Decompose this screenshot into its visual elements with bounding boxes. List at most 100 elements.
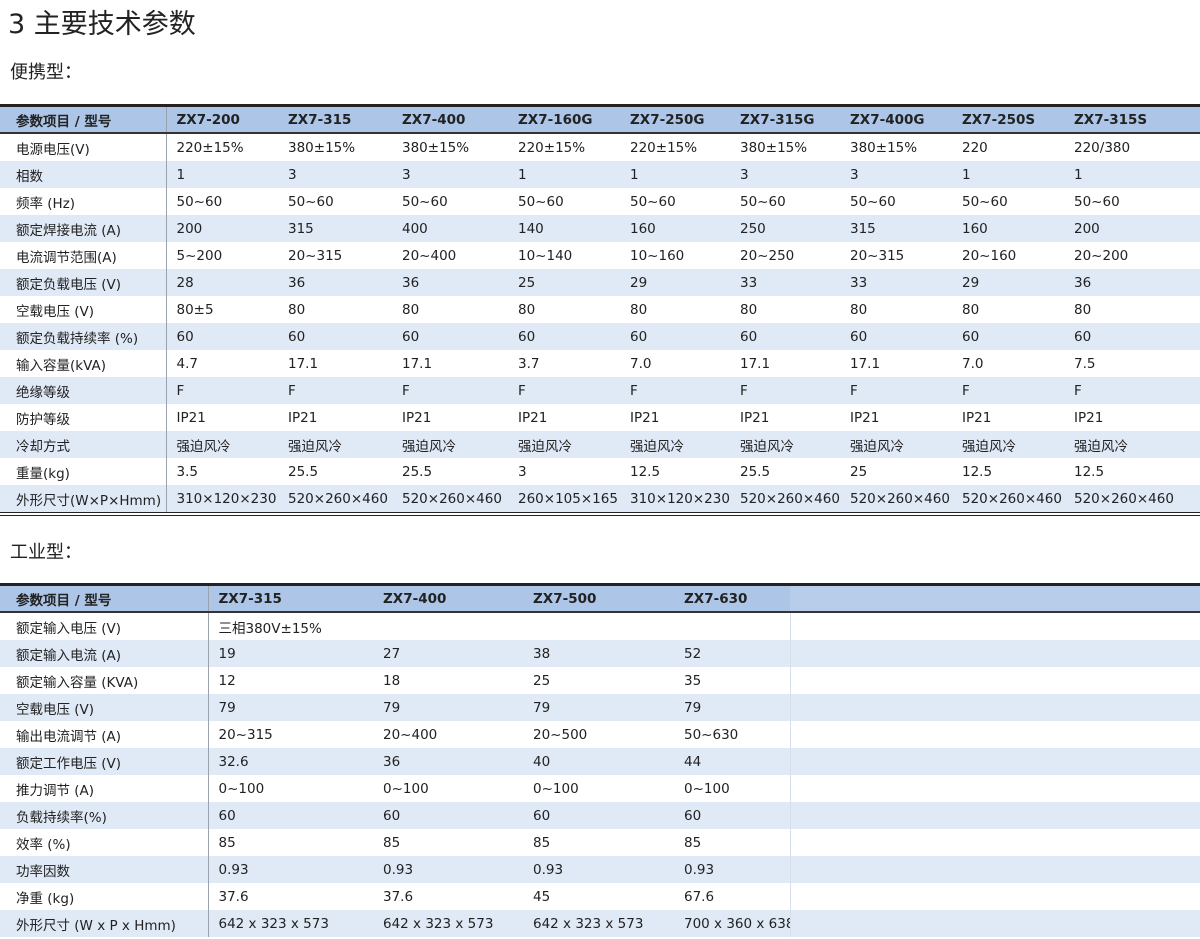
table-row: 额定输入容量 (KVA) 12 18 25 35 — [0, 667, 1200, 694]
cell-value: 33 — [730, 269, 840, 296]
cell-value: 80 — [1074, 301, 1092, 318]
cell-value: 220±15% — [518, 139, 586, 156]
table-row: 绝缘等级 F F F F F F F F F — [0, 377, 1200, 404]
table-row: 额定输入电压 (V) 三相380V±15% — [0, 612, 1200, 640]
table-row: 空载电压 (V) 79 79 79 79 — [0, 694, 1200, 721]
cell-value: 38 — [523, 640, 674, 667]
cell-value: 700 x 360 x 638 — [674, 910, 790, 937]
cell-value: 36 — [373, 748, 523, 775]
cell-value: 25.5 — [402, 463, 433, 480]
cell-value: 60 — [730, 323, 840, 350]
table-row: 重量(kg) 3.5 25.5 25.5 3 12.5 25.5 25 12.5 12.5 — [0, 458, 1200, 485]
cell-value: 25 — [850, 463, 868, 480]
cell-value: 45 — [533, 888, 551, 905]
cell-value: 1 — [1064, 161, 1200, 188]
table-row: 额定焊接电流 (A) 200 315 400 140 160 250 315 160 200 — [0, 215, 1200, 242]
cell-value: F — [508, 377, 620, 404]
cell-value: 12.5 — [962, 463, 993, 480]
table-row: 额定工作电压 (V) 32.6 36 40 44 — [0, 748, 1200, 775]
cell-value: 310×120×230 — [620, 485, 730, 514]
cell-value: 260×105×165 — [508, 485, 620, 514]
cell-value: 19 — [208, 640, 373, 667]
model-header: ZX7-250G — [620, 105, 730, 133]
table-row: 相数 1 3 3 1 1 3 3 1 1 — [0, 161, 1200, 188]
row-filler — [789, 694, 1200, 721]
cell-value: 50~60 — [962, 193, 1008, 210]
model-header: ZX7-400 — [392, 105, 508, 133]
cell-value: 520×260×460 — [952, 485, 1064, 514]
cell-value: 12.5 — [1074, 463, 1105, 480]
cell-value: F — [840, 377, 952, 404]
row-filler — [789, 721, 1200, 748]
cell-value: 60 — [952, 323, 1064, 350]
table-row: 空载电压 (V) 80±5 80 80 80 80 80 80 80 80 — [0, 296, 1200, 323]
model-header: ZX7-315 — [278, 105, 392, 133]
portable-spec-table: 参数项目 / 型号 ZX7-200 ZX7-315 ZX7-400 ZX7-160G ZX… — [0, 104, 1200, 516]
cell-value: 3 — [840, 161, 952, 188]
cell-value: 520×260×460 — [840, 485, 952, 514]
cell-value: 380±15% — [402, 139, 470, 156]
header-row: 参数项目 / 型号 ZX7-315 ZX7-400 ZX7-500 ZX7-630 — [0, 584, 1200, 612]
model-header: ZX7-315S — [1064, 105, 1200, 133]
cell-value: 380±15% — [850, 139, 918, 156]
row-filler — [789, 802, 1200, 829]
cell-value: 20~315 — [850, 247, 905, 264]
param-label: 额定输入电压 (V) — [0, 612, 209, 640]
cell-value: 520×260×460 — [392, 485, 508, 514]
table-row: 电流调节范围(A) 5~200 20~315 20~400 10~140 10~160 20… — [0, 242, 1200, 269]
cell-value: 67.6 — [684, 888, 715, 905]
cell-value: 50~60 — [402, 193, 448, 210]
param-label: 净重 (kg) — [0, 883, 209, 910]
cell-value: 20~160 — [962, 247, 1017, 264]
cell-value: 315 — [840, 215, 952, 242]
param-label: 功率因数 — [0, 856, 209, 883]
cell-value: 85 — [533, 834, 551, 851]
table-row: 推力调节 (A) 0~100 0~100 0~100 0~100 — [0, 775, 1200, 802]
cell-value: 80±5 — [176, 301, 214, 318]
cell-value: 380±15% — [740, 139, 808, 156]
cell-value: IP21 — [1074, 409, 1104, 426]
cell-value: 0~100 — [533, 780, 579, 797]
cell-value: 50~60 — [630, 193, 676, 210]
table-row: 额定负载电压 (V) 28 36 36 25 29 33 33 29 36 — [0, 269, 1200, 296]
cell-value: 315 — [278, 215, 392, 242]
param-label: 电流调节范围(A) — [0, 242, 167, 269]
cell-value: F — [620, 377, 730, 404]
cell-value: 310×120×230 — [166, 485, 278, 514]
cell-value: 50~60 — [850, 193, 896, 210]
cell-value: 0~100 — [684, 780, 730, 797]
table-row: 额定输入电流 (A) 19 27 38 52 — [0, 640, 1200, 667]
cell-value: 60 — [392, 323, 508, 350]
cell-value: 220±15% — [176, 139, 244, 156]
param-label: 额定负载电压 (V) — [0, 269, 167, 296]
cell-value: 10~140 — [518, 247, 573, 264]
cell-value: 20~400 — [402, 247, 457, 264]
cell-value: 250 — [730, 215, 840, 242]
cell-value: 642 x 323 x 573 — [373, 910, 523, 937]
model-header: ZX7-630 — [674, 584, 790, 612]
cell-value: 17.1 — [288, 355, 319, 372]
cell-value: 0~100 — [218, 780, 265, 797]
cell-value: 160 — [952, 215, 1064, 242]
industrial-heading: 工业型： — [10, 542, 82, 563]
portable-heading: 便携型： — [10, 62, 82, 83]
cell-value: 10~160 — [630, 247, 685, 264]
cell-value: 3 — [392, 161, 508, 188]
cell-value: 3.7 — [518, 355, 540, 372]
cell-value: 25.5 — [288, 463, 319, 480]
param-label: 重量(kg) — [0, 458, 167, 485]
cell-value: F — [166, 377, 278, 404]
param-label: 额定焊接电流 (A) — [0, 215, 167, 242]
model-header: ZX7-315 — [208, 584, 373, 612]
param-label: 效率 (%) — [0, 829, 209, 856]
row-filler — [789, 829, 1200, 856]
table-row: 外形尺寸(W×P×Hmm) 310×120×230 520×260×460 520×2… — [0, 485, 1200, 514]
cell-value: 60 — [674, 802, 790, 829]
cell-value: 85 — [684, 834, 702, 851]
cell-value: 18 — [383, 672, 401, 689]
cell-value — [373, 612, 523, 640]
cell-value: 380±15% — [288, 139, 356, 156]
param-label: 额定负载持续率 (%) — [0, 323, 167, 350]
cell-value: 3 — [730, 161, 840, 188]
cell-value: 37.6 — [218, 888, 249, 905]
